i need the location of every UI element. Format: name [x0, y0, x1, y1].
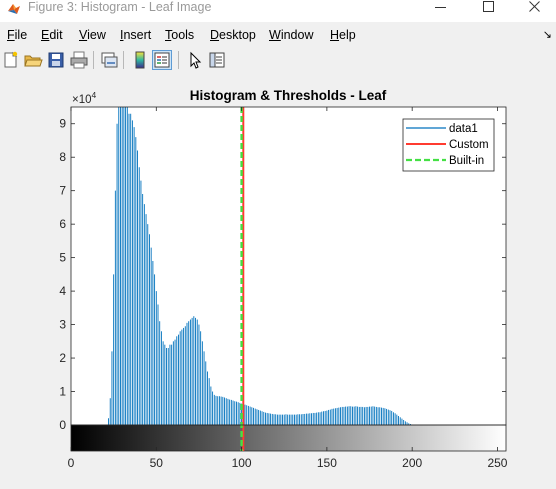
x-axis-ticks: 0 50 100 150 200 250 [68, 107, 508, 470]
edit-plot-button[interactable] [185, 50, 205, 70]
maximize-button[interactable] [466, 0, 512, 22]
new-figure-button[interactable] [1, 50, 21, 70]
y-tick-label: 5 [59, 251, 66, 265]
menu-tools[interactable]: Tools [165, 27, 194, 43]
print-button[interactable] [69, 50, 89, 70]
maximize-icon [483, 1, 494, 12]
menu-window-rest: indow [280, 28, 314, 42]
minimize-button[interactable] [418, 0, 464, 22]
menu-help[interactable]: Help [330, 27, 356, 43]
close-icon [529, 1, 540, 12]
menu-view-hotkey: V [79, 28, 88, 42]
window-titlebar: Figure 3: Histogram - Leaf Image [0, 0, 556, 22]
menu-help-hotkey: H [330, 28, 340, 42]
minimize-icon [435, 7, 446, 8]
save-button[interactable] [46, 50, 66, 70]
grayscale-colorbar [70, 424, 507, 452]
y-tick-label: 8 [59, 150, 66, 164]
toolbar-separator [178, 51, 179, 69]
link-plot-button[interactable] [99, 50, 119, 70]
toolbar-separator [93, 51, 94, 69]
menu-edit-hotkey: E [41, 28, 50, 42]
window-title: Figure 3: Histogram - Leaf Image [28, 0, 212, 14]
matlab-icon [7, 2, 21, 16]
y-tick-label: 9 [59, 117, 66, 131]
close-button[interactable] [512, 0, 556, 22]
legend-button[interactable] [152, 50, 172, 70]
y-tick-label: 1 [59, 385, 66, 399]
legend-label-custom: Custom [449, 139, 489, 151]
colorbar-gradient [70, 424, 507, 452]
menu-edit[interactable]: Edit [41, 27, 63, 43]
x-tick-label: 100 [232, 456, 252, 470]
open-file-icon [24, 55, 43, 67]
link-plot-icon [101, 52, 118, 68]
edit-plot-icon [190, 51, 202, 69]
colorbar-icon [135, 51, 145, 69]
y-tick-label: 4 [59, 284, 66, 298]
save-icon [48, 52, 64, 68]
figure-canvas[interactable]: 0 1 2 3 4 5 6 7 8 9 0 50 100 150 200 250 Histogram & T… [0, 73, 556, 489]
y-exponent-base: ×10 [72, 94, 92, 106]
y-exponent-power: 4 [92, 90, 97, 100]
property-inspector-icon [209, 52, 225, 68]
dock-arrow-icon[interactable]: ↘ [542, 29, 552, 41]
print-icon [70, 51, 88, 69]
menu-bar: File Edit View Insert Tools Desktop Wind… [0, 24, 556, 46]
menu-view-rest: iew [87, 28, 106, 42]
y-tick-label: 2 [59, 351, 66, 365]
x-tick-label: 150 [317, 456, 337, 470]
x-tick-label: 0 [68, 456, 75, 470]
legend-label-builtin: Built-in [449, 155, 484, 167]
histogram-chart[interactable]: 0 1 2 3 4 5 6 7 8 9 0 50 100 150 200 250 Histogram & T… [0, 73, 556, 489]
menu-help-rest: elp [339, 28, 356, 42]
property-inspector-button[interactable] [207, 50, 227, 70]
menu-insert-rest: nsert [123, 28, 152, 42]
figure-toolbar [0, 47, 556, 73]
y-tick-label: 0 [59, 418, 66, 432]
y-tick-label: 6 [59, 217, 66, 231]
menu-window[interactable]: Window [269, 27, 313, 43]
chart-title: Histogram & Thresholds - Leaf [190, 88, 387, 103]
toolbar-separator [123, 51, 124, 69]
menu-insert-hotkey: I [120, 28, 124, 42]
legend-icon [154, 52, 170, 68]
y-exponent-label: ×104 [72, 90, 97, 106]
legend-label-data1: data1 [449, 123, 478, 135]
menu-view[interactable]: View [79, 27, 106, 43]
threshold-lines [240, 107, 245, 451]
new-figure-icon [4, 51, 18, 68]
menu-desktop-hotkey: D [210, 28, 220, 42]
menu-desktop-rest: esktop [219, 28, 256, 42]
menu-desktop[interactable]: Desktop [210, 27, 256, 43]
legend[interactable]: data1 Custom Built-in [402, 118, 495, 172]
y-tick-label: 3 [59, 318, 66, 332]
colorbar-button[interactable] [130, 50, 150, 70]
x-tick-label: 50 [150, 456, 164, 470]
open-file-button[interactable] [23, 50, 43, 70]
menu-file-rest: ile [14, 28, 28, 42]
x-tick-label: 200 [402, 456, 422, 470]
y-axis-ticks: 0 1 2 3 4 5 6 7 8 9 [59, 117, 506, 432]
axes-box [70, 106, 507, 426]
menu-file-hotkey: F [7, 28, 15, 42]
menu-file[interactable]: File [7, 27, 27, 43]
menu-window-hotkey: W [269, 28, 281, 42]
menu-tools-hotkey: T [165, 28, 172, 42]
menu-edit-rest: dit [49, 28, 63, 42]
x-tick-label: 250 [487, 456, 507, 470]
menu-tools-rest: ools [171, 28, 195, 42]
y-tick-label: 7 [59, 184, 66, 198]
menu-insert[interactable]: Insert [120, 27, 151, 43]
